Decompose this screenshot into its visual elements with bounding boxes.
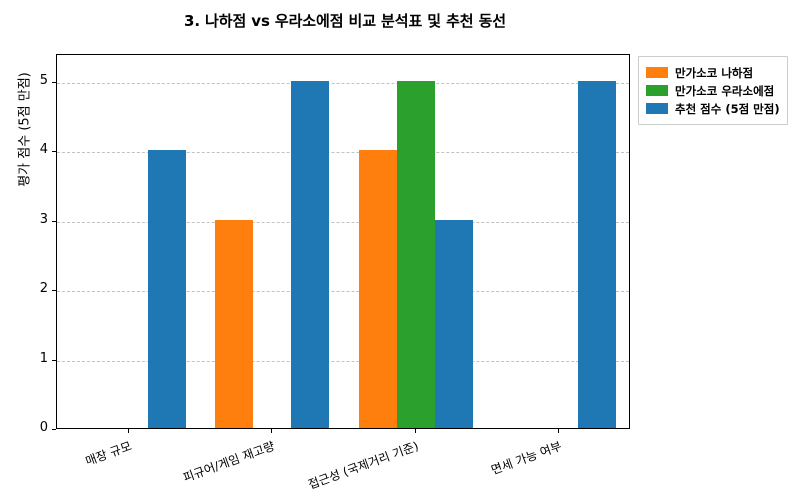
x-tick-label: 접근성 (국제거리 기준): [306, 438, 421, 492]
plot-area: [56, 54, 630, 429]
x-tick-label: 면세 가능 여부: [489, 438, 564, 478]
y-tick-label: 4: [39, 142, 48, 158]
legend-label: 추천 점수 (5점 만점): [675, 101, 780, 116]
legend-item: 추천 점수 (5점 만점): [646, 100, 780, 117]
y-tick-label: 1: [39, 350, 48, 366]
y-axis-label: 평가 점수 (5점 만점): [17, 72, 33, 187]
gridline: [57, 360, 629, 362]
bar: [358, 150, 397, 428]
legend-swatch: [646, 67, 668, 78]
bar: [578, 80, 617, 428]
legend-swatch: [646, 85, 668, 96]
y-tick-mark: [52, 220, 56, 222]
x-tick-mark: [414, 429, 416, 433]
y-tick-mark: [52, 429, 56, 430]
bar: [147, 150, 186, 428]
x-tick-mark: [558, 429, 560, 433]
x-tick-mark: [271, 429, 273, 433]
gridline: [57, 152, 629, 154]
y-tick-label: 0: [39, 420, 48, 435]
gridline: [57, 221, 629, 223]
bar: [215, 219, 254, 428]
y-tick-label: 2: [39, 281, 48, 297]
bar: [434, 219, 473, 428]
gridline: [57, 291, 629, 293]
y-tick-mark: [52, 290, 56, 292]
legend-item: 만가소코 나하점: [646, 64, 780, 81]
legend-label: 만가소코 나하점: [675, 65, 754, 80]
bar: [396, 80, 435, 428]
y-tick-label: 5: [39, 72, 48, 88]
y-tick-mark: [52, 81, 56, 83]
y-tick-label: 3: [39, 211, 48, 227]
legend-item: 만가소코 우라소에점: [646, 82, 780, 99]
x-tick-label: 매장 규모: [83, 438, 134, 469]
chart-title: 3. 나하점 vs 우라소에점 비교 분석표 및 추천 동선: [183, 12, 507, 30]
y-tick-mark: [52, 151, 56, 153]
legend-label: 만가소코 우라소에점: [675, 83, 775, 98]
x-tick-label: 피규어/게임 재고량: [181, 438, 277, 485]
y-tick-mark: [52, 359, 56, 361]
gridline: [57, 82, 629, 84]
bar: [291, 80, 330, 428]
legend-swatch: [646, 103, 668, 114]
x-tick-mark: [127, 429, 129, 433]
